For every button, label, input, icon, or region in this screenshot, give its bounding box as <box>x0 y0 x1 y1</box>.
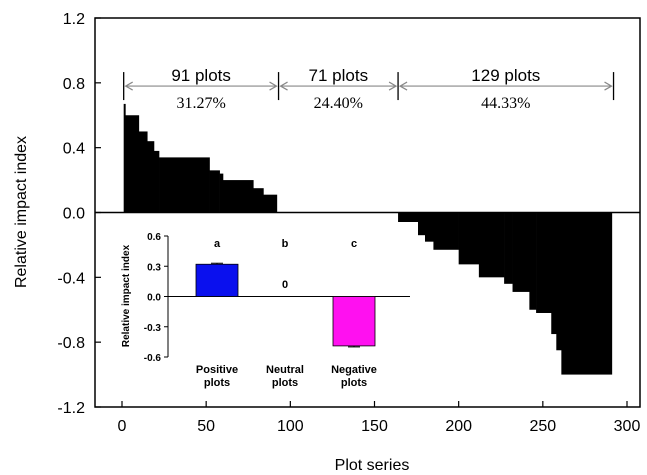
x-tick-label-3: 150 <box>361 418 388 435</box>
x-tick-label-4: 200 <box>445 418 472 435</box>
inset-category-label-0-0: Positive <box>196 364 238 376</box>
step-bar-18 <box>512 212 530 292</box>
group-arrowhead-right-2 <box>604 81 613 91</box>
group-arrowhead-right-1 <box>388 81 398 91</box>
group-arrowhead-left-2 <box>398 81 408 91</box>
inset-y-tick-label-2: 0.0 <box>147 293 161 304</box>
inset-y-tick-label-1: 0.3 <box>147 262 161 273</box>
step-bar-2 <box>138 131 148 213</box>
group-label-1: 71 plots <box>309 66 369 85</box>
group-percent-1: 24.40% <box>314 95 363 112</box>
inset-category-label-0-1: plots <box>204 377 230 389</box>
group-label-2: 129 plots <box>471 66 540 85</box>
step-bar-14 <box>433 212 459 250</box>
inset-y-tick-label-4: -0.6 <box>144 353 162 364</box>
step-bar-13 <box>425 212 434 242</box>
step-bar-10 <box>263 194 278 213</box>
step-bar-23 <box>561 212 613 375</box>
step-bar-22 <box>556 212 562 351</box>
group-percent-0: 31.27% <box>176 95 225 112</box>
y-tick-label-0: -1.2 <box>57 400 85 417</box>
x-tick-label-5: 250 <box>529 418 556 435</box>
group-annotations: 91 plots 31.27% 71 plots 24.40% 129 plots 44.… <box>123 66 615 112</box>
y-tick-label-5: 0.8 <box>63 76 85 93</box>
step-bar-19 <box>529 212 537 310</box>
step-bar-16 <box>478 212 505 278</box>
inset-category-label-1-0: Neutral <box>266 364 304 376</box>
step-bar-7 <box>219 173 224 213</box>
step-bar-6 <box>209 170 220 213</box>
inset-chart: 0.6 0.3 0.0 -0.3 -0.6 Relative impact index a P… <box>110 222 418 390</box>
main-bars <box>123 103 613 375</box>
main-axes: -1.2 -0.8 -0.4 0.0 0.4 0.8 1.2 0 50 100 150 200 250 3… <box>57 11 640 435</box>
step-bar-0 <box>123 103 126 213</box>
step-bar-1 <box>125 115 140 213</box>
group-arrowhead-left-1 <box>279 81 288 91</box>
inset-significance-letter-0: a <box>214 238 221 250</box>
x-tick-label-1: 50 <box>197 418 215 435</box>
step-bar-8 <box>223 180 254 213</box>
step-bar-5 <box>159 157 210 213</box>
inset-bar-2 <box>332 296 376 347</box>
group-label-0: 91 plots <box>171 66 231 85</box>
inset-y-tick-label-3: -0.3 <box>144 323 162 334</box>
group-percent-2: 44.33% <box>481 95 530 112</box>
step-bar-20 <box>536 212 552 313</box>
step-bar-3 <box>147 141 155 213</box>
y-tick-label-4: 0.4 <box>63 141 85 158</box>
inset-category-label-2-0: Negative <box>331 364 377 376</box>
x-tick-label-6: 300 <box>614 418 641 435</box>
inset-significance-letter-1: b <box>282 238 289 250</box>
inset-y-axis-label: Relative impact index <box>121 244 132 347</box>
inset-significance-letter-2: c <box>351 238 357 250</box>
inset-category-label-2-1: plots <box>341 377 367 389</box>
group-arrowhead-right-0 <box>269 81 278 91</box>
step-bar-21 <box>551 212 557 335</box>
group-arrowhead-left-0 <box>124 81 133 91</box>
step-bar-11 <box>398 212 402 229</box>
y-tick-label-3: 0.0 <box>63 206 85 223</box>
step-bar-15 <box>458 212 480 265</box>
y-axis-label: Relative impact index <box>13 136 30 288</box>
x-tick-label-0: 0 <box>118 418 127 435</box>
inset-bar-0 <box>195 263 239 297</box>
step-bar-9 <box>253 188 264 213</box>
x-tick-label-2: 100 <box>277 418 304 435</box>
inset-y-tick-label-0: 0.6 <box>147 232 161 243</box>
inset-category-label-1-1: plots <box>272 377 298 389</box>
step-bar-17 <box>504 212 513 284</box>
y-tick-label-1: -0.8 <box>57 335 85 352</box>
inset-value-label-1: 0 <box>282 279 288 291</box>
x-axis-label: Plot series <box>335 457 410 474</box>
y-tick-label-6: 1.2 <box>63 11 85 28</box>
y-tick-label-2: -0.4 <box>57 270 85 287</box>
step-bar-4 <box>153 150 160 213</box>
